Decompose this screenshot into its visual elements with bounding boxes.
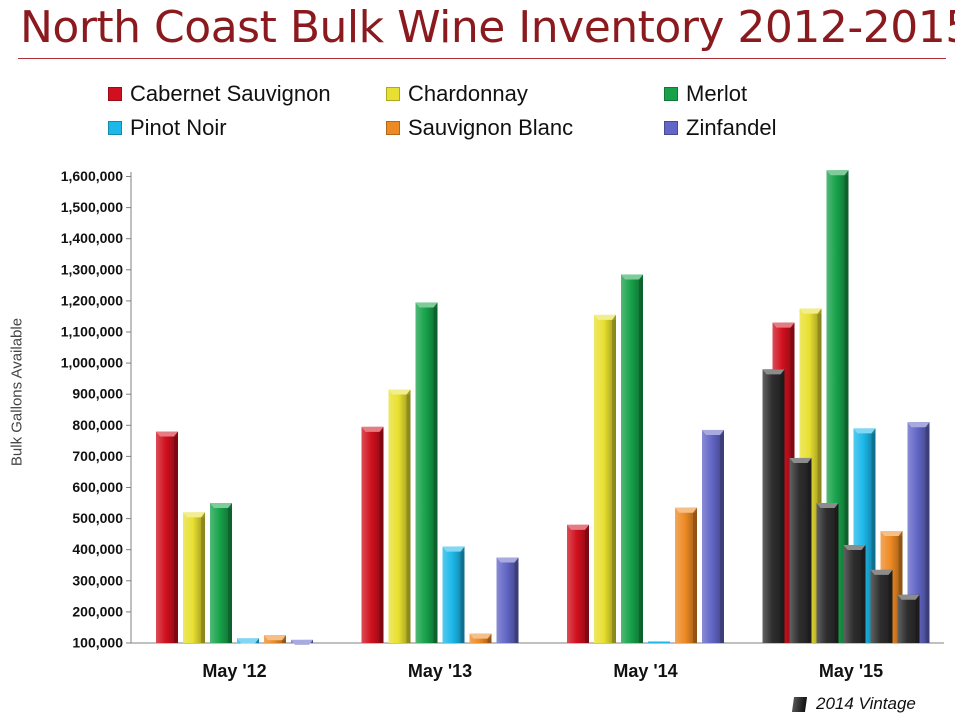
vintage-note: 2014 Vintage <box>791 694 916 714</box>
legend-swatch <box>386 87 400 101</box>
bar-zinfandel-3 <box>907 422 930 643</box>
y-tick-label: 300,000 <box>72 572 123 588</box>
y-tick-label: 100,000 <box>72 635 123 651</box>
bar-cabernet-sauvignon-0 <box>156 431 178 643</box>
legend-swatch <box>108 121 122 135</box>
bar-sauvignon-blanc-2 <box>675 507 697 643</box>
legend-item-chardonnay: Chardonnay <box>386 81 528 107</box>
title-divider <box>18 58 946 59</box>
y-tick-label: 700,000 <box>72 448 123 464</box>
legend-label: Sauvignon Blanc <box>408 115 574 140</box>
legend-swatch <box>664 87 678 101</box>
legend-label: Zinfandel <box>686 115 777 140</box>
y-tick-label: 900,000 <box>72 386 123 402</box>
bar-2014-vintage-1 <box>789 457 812 643</box>
bar-cabernet-sauvignon-2 <box>567 524 589 643</box>
legend-swatch <box>108 87 122 101</box>
y-tick-label: 800,000 <box>72 417 123 433</box>
chart-title: North Coast Bulk Wine Inventory 2012-201… <box>20 2 955 53</box>
bar-pinot-noir-2 <box>648 641 670 643</box>
bar-2014-vintage-4 <box>870 569 893 643</box>
bar-2014-vintage-5 <box>897 594 920 643</box>
x-tick-label: May '13 <box>408 661 472 681</box>
bar-sauvignon-blanc-1 <box>469 633 492 643</box>
legend-label: Pinot Noir <box>130 115 227 140</box>
bar-chardonnay-2 <box>594 314 616 643</box>
bar-cabernet-sauvignon-1 <box>361 426 384 643</box>
y-tick-label: 1,000,000 <box>61 355 123 371</box>
y-tick-label: 200,000 <box>72 603 123 619</box>
bar-pinot-noir-0 <box>237 638 259 644</box>
y-tick-label: 1,600,000 <box>61 168 123 184</box>
y-tick-label: 400,000 <box>72 541 123 557</box>
bar-zinfandel-0 <box>291 639 313 645</box>
bar-merlot-0 <box>210 503 232 643</box>
legend-item-zinfandel: Zinfandel <box>664 115 777 141</box>
x-tick-label: May '15 <box>819 661 883 681</box>
y-tick-label: 1,200,000 <box>61 292 123 308</box>
bar-pinot-noir-1 <box>442 546 465 643</box>
y-tick-label: 1,500,000 <box>61 199 123 215</box>
legend-item-pinot-noir: Pinot Noir <box>108 115 227 141</box>
vintage-label: 2014 Vintage <box>816 694 916 713</box>
y-tick-label: 1,300,000 <box>61 261 123 277</box>
legend-label: Merlot <box>686 81 748 106</box>
legend-label: Chardonnay <box>408 81 528 106</box>
bar-zinfandel-2 <box>702 429 724 643</box>
bar-merlot-1 <box>415 302 438 643</box>
bar-2014-vintage-2 <box>816 503 839 643</box>
legend-label: Cabernet Sauvignon <box>130 81 331 106</box>
legend-swatch <box>386 121 400 135</box>
x-tick-label: May '12 <box>202 661 266 681</box>
legend-swatch <box>664 121 678 135</box>
legend-item-merlot: Merlot <box>664 81 747 107</box>
bar-sauvignon-blanc-0 <box>264 635 286 643</box>
bar-chardonnay-0 <box>183 512 205 643</box>
bar-zinfandel-1 <box>496 557 519 643</box>
y-tick-label: 1,100,000 <box>61 324 123 340</box>
x-tick-label: May '14 <box>613 661 677 681</box>
vintage-swatch <box>791 696 808 712</box>
legend-item-cabernet-sauvignon: Cabernet Sauvignon <box>108 81 331 107</box>
bar-chardonnay-1 <box>388 389 411 643</box>
bar-merlot-2 <box>621 274 643 643</box>
legend-item-sauvignon-blanc: Sauvignon Blanc <box>386 115 573 141</box>
y-tick-label: 600,000 <box>72 479 123 495</box>
y-tick-label: 1,400,000 <box>61 230 123 246</box>
bar-2014-vintage-3 <box>843 545 866 643</box>
y-tick-label: 500,000 <box>72 510 123 526</box>
bar-2014-vintage-0 <box>762 369 785 643</box>
